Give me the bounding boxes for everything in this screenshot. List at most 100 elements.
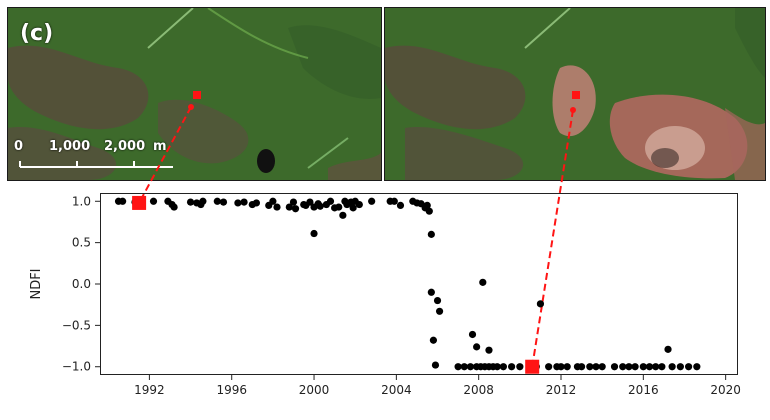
ndfi-point	[186, 198, 195, 206]
ndfi-point	[625, 363, 633, 371]
ndfi-point	[427, 230, 435, 238]
ndfi-point	[368, 197, 376, 205]
satellite-image-before: (c) 0 1,000 2,000 m	[7, 7, 382, 181]
x-tick-label: 2008	[463, 383, 494, 397]
x-tick-label: 1996	[216, 383, 247, 397]
ndfi-point	[149, 197, 158, 205]
ndfi-point	[349, 204, 357, 212]
x-axis: 1992 1996 2000 2004 2008 2012 2016 2020	[134, 375, 741, 397]
ndfi-point	[460, 363, 468, 371]
y-tick-label: −0.5	[62, 318, 91, 332]
image-location-marker	[193, 91, 201, 99]
y-tick-label: −1.0	[62, 360, 91, 374]
ndfi-point	[468, 330, 477, 339]
ndfi-point	[466, 363, 475, 371]
ndfi-point	[310, 229, 318, 238]
image-location-marker	[572, 91, 580, 99]
plot-area	[100, 193, 738, 375]
x-tick-label: 2000	[299, 383, 330, 397]
ndfi-point	[536, 300, 545, 308]
ndfi-point	[213, 197, 221, 205]
ndfi-point	[676, 363, 684, 371]
ndfi-point	[435, 307, 444, 315]
ndfi-point	[499, 363, 507, 371]
ndfi-point	[508, 363, 516, 371]
highlighted-point	[132, 195, 147, 210]
ndfi-points	[114, 197, 701, 371]
ndfi-point	[631, 363, 639, 371]
ndfi-point	[592, 363, 600, 371]
ndfi-point	[291, 205, 300, 213]
ndfi-point	[199, 197, 207, 205]
satellite-terrain-before	[8, 8, 381, 180]
x-tick-label: 2012	[546, 383, 577, 397]
y-tick-label: 0.5	[72, 236, 91, 250]
ndfi-point	[563, 363, 571, 371]
ndfi-point	[493, 363, 501, 371]
ndfi-point	[269, 197, 277, 205]
ndfi-point	[289, 198, 298, 206]
ndfi-point	[545, 363, 553, 371]
scale-bar-label-2000: 2,000	[104, 139, 146, 154]
ndfi-point	[285, 203, 293, 211]
ndfi-point	[423, 201, 431, 210]
y-axis-label: NDFI	[29, 268, 44, 299]
ndfi-point	[335, 203, 343, 211]
ndfi-point	[485, 346, 493, 354]
ndfi-point	[639, 363, 647, 371]
ndfi-point	[586, 363, 594, 371]
ndfi-point	[577, 363, 586, 371]
ndfi-point	[557, 363, 565, 371]
y-tick-label: 1.0	[72, 194, 91, 208]
ndfi-point	[693, 363, 701, 371]
ndfi-point	[619, 363, 627, 371]
x-tick-label: 1992	[134, 383, 165, 397]
ndfi-point	[664, 345, 672, 353]
ndfi-point	[473, 343, 481, 351]
highlighted-points	[132, 195, 540, 374]
panel-label: (c)	[20, 21, 54, 46]
ndfi-point	[425, 207, 433, 215]
ndfi-point	[652, 363, 660, 371]
ndfi-point	[658, 363, 666, 371]
x-tick-label: 2016	[628, 383, 659, 397]
ndfi-point	[645, 363, 654, 371]
ndfi-point	[339, 211, 347, 219]
ndfi-point	[234, 199, 242, 207]
image-location-dot	[570, 107, 576, 113]
y-tick-label: 0.0	[72, 277, 91, 291]
ndfi-point	[316, 202, 324, 210]
ndfi-point	[479, 278, 487, 286]
ndfi-point	[326, 197, 335, 205]
ndfi-point	[273, 203, 281, 211]
ndfi-point	[454, 363, 462, 371]
image-location-dot	[188, 104, 194, 110]
ndfi-point	[685, 363, 693, 371]
ndfi-point	[431, 361, 440, 369]
ndfi-point	[668, 363, 676, 371]
ndfi-point	[306, 198, 314, 206]
ndfi-point	[390, 197, 398, 205]
ndfi-point	[355, 200, 363, 209]
ndfi-point	[598, 363, 606, 371]
ndfi-point	[429, 336, 438, 344]
scale-bar-label-0: 0	[14, 139, 24, 154]
ndfi-point	[240, 198, 248, 206]
scale-bar-label-1000: 1,000	[49, 139, 91, 154]
ndfi-point	[610, 363, 619, 371]
ndfi-point	[396, 201, 405, 210]
connector-line	[138, 106, 192, 204]
ndfi-point	[170, 203, 178, 211]
ndfi-point	[427, 288, 435, 296]
ndfi-point	[252, 199, 261, 207]
x-tick-label: 2004	[381, 383, 412, 397]
x-tick-label: 2020	[710, 383, 741, 397]
ndfi-point	[433, 296, 442, 305]
ndfi-point	[219, 198, 228, 206]
y-axis: 1.0 0.5 0.0 −0.5 −1.0	[62, 194, 100, 374]
highlighted-point	[525, 359, 540, 374]
scale-bar-unit: m	[153, 139, 167, 154]
ndfi-point	[119, 197, 127, 205]
